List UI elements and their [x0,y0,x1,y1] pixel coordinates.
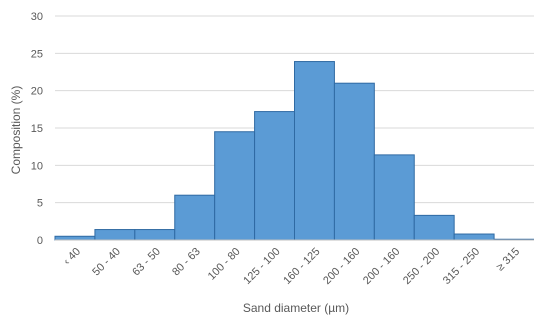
bar [174,194,216,241]
x-tick-label: 200 - 160 [361,246,402,287]
x-tick-label: ≥ 315 [494,246,522,274]
y-tick-label: 15 [31,123,43,135]
y-tick-label: 25 [31,48,43,60]
x-tick-label: 200 - 160 [321,246,362,287]
y-tick-label: 0 [37,235,43,247]
bar [294,61,335,241]
x-tick-label: 315 - 250 [441,246,482,287]
bars [54,61,534,241]
bar [413,214,455,241]
x-tick-label: ‹ 40 [61,246,83,268]
x-tick-label: 80 - 63 [170,246,203,279]
bar [333,82,375,241]
x-tick-label: 125 - 100 [241,246,282,287]
bar [453,233,495,241]
bar [254,111,295,241]
bar [373,154,415,241]
bar [54,235,96,241]
y-tick-label: 30 [31,11,43,23]
x-tick-label: 63 - 50 [130,246,163,279]
x-tick-label: 100 - 80 [206,246,243,283]
x-tick-label: 50 - 40 [90,246,123,279]
bar [214,131,256,241]
y-tick-label: 10 [31,160,43,172]
y-tick-labels: 0 5 10 15 20 25 30 [31,11,43,247]
x-tick-label: 250 - 200 [401,246,442,287]
bar [94,229,136,241]
x-axis-title: Sand diameter (µm) [243,301,349,315]
y-axis-title: Composition (%) [9,86,23,175]
bar [134,229,176,241]
x-tick-label: 160 - 125 [281,246,322,287]
y-tick-label: 20 [31,86,43,98]
y-tick-label: 5 [37,198,43,210]
